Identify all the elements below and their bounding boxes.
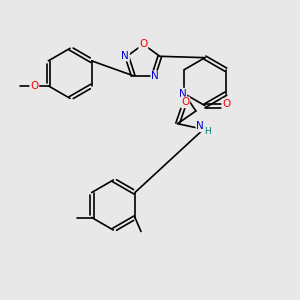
Text: N: N	[196, 121, 204, 131]
Text: O: O	[30, 81, 38, 91]
Text: H: H	[204, 127, 211, 136]
Text: N: N	[151, 71, 159, 81]
Text: O: O	[181, 97, 189, 107]
Text: O: O	[222, 99, 230, 109]
Text: O: O	[139, 39, 148, 49]
Text: N: N	[179, 89, 186, 99]
Text: N: N	[121, 51, 129, 61]
